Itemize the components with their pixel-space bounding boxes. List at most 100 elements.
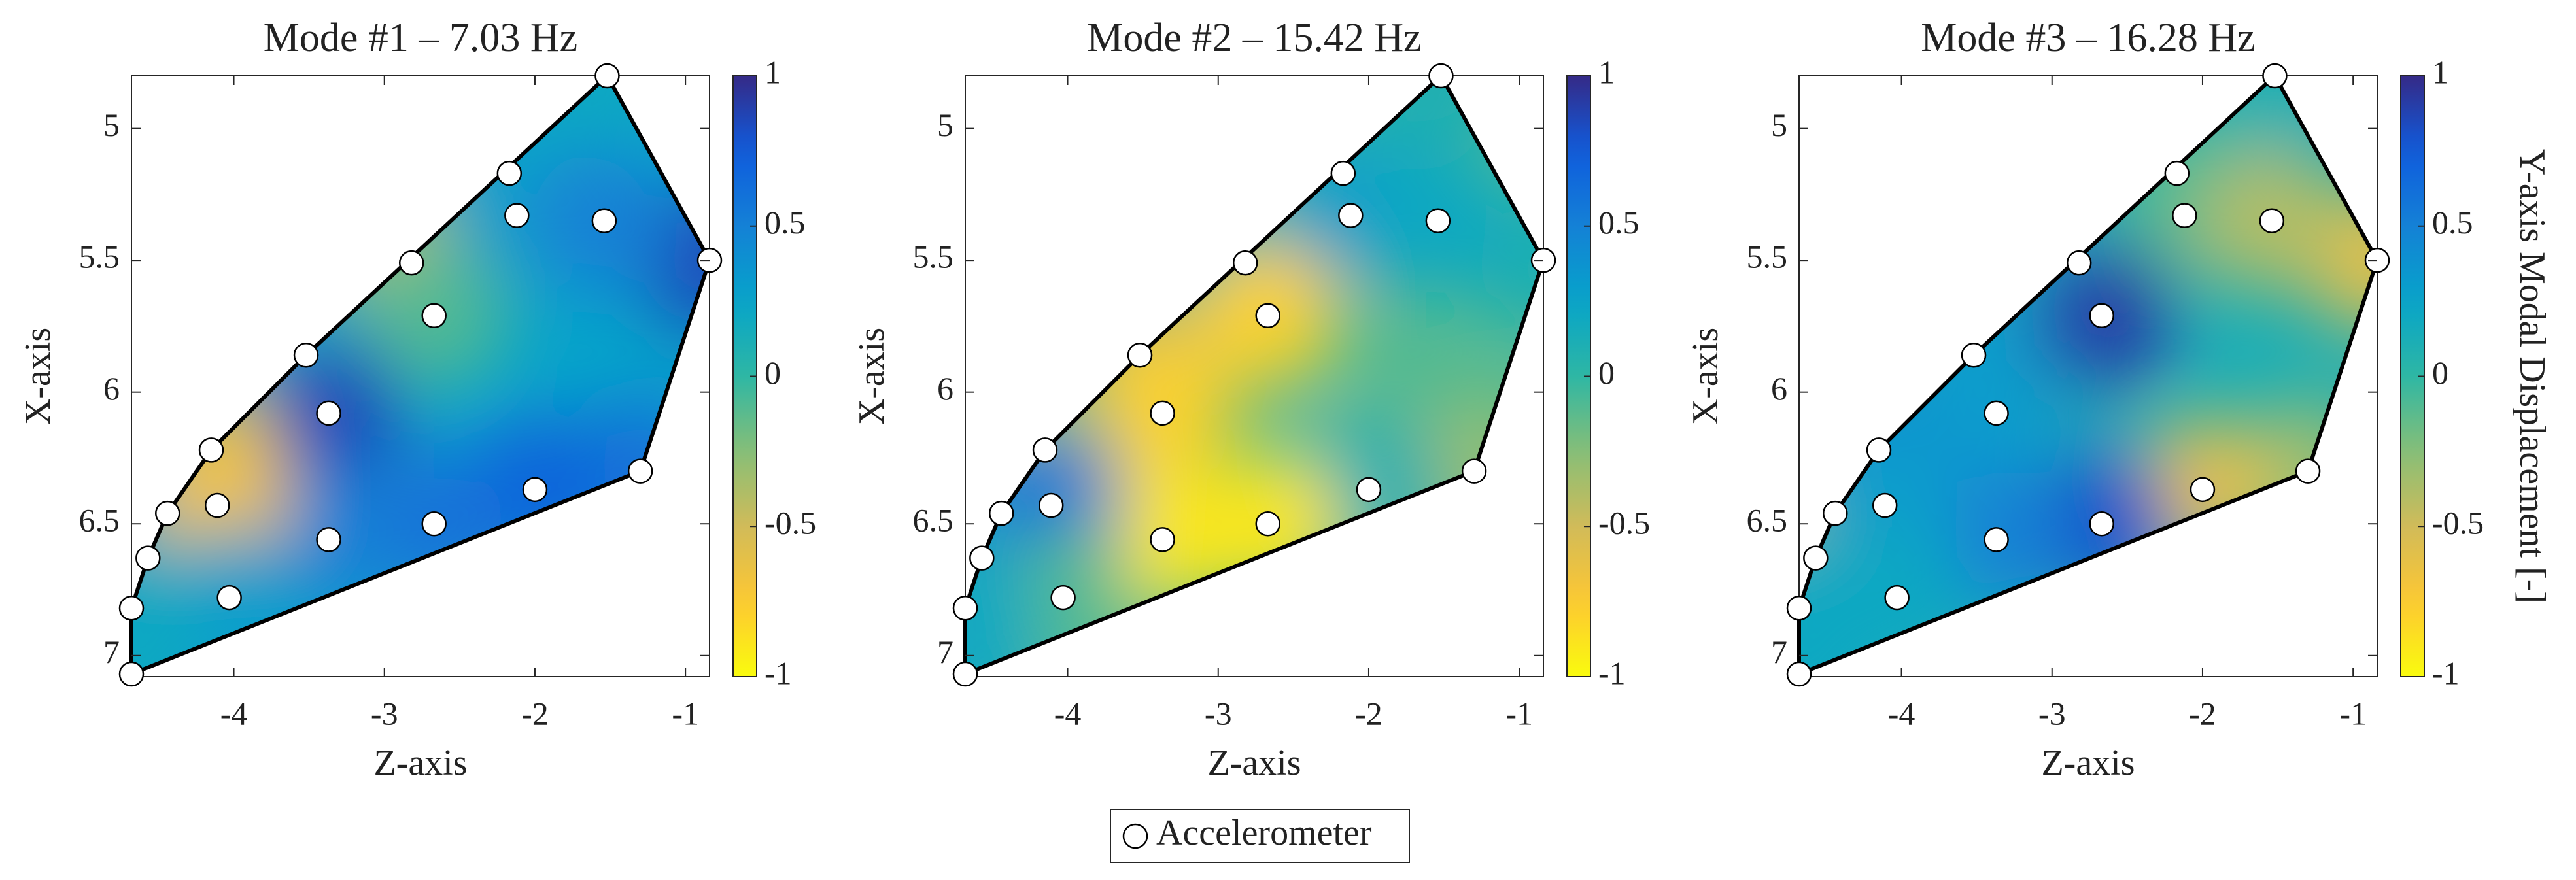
- accelerometer: [1803, 545, 1829, 571]
- accelerometer: [1356, 477, 1382, 503]
- accelerometer: [2164, 160, 2190, 186]
- accelerometer: [1038, 492, 1064, 518]
- accelerometer: [1786, 595, 1812, 621]
- y-tick-label: 6: [1771, 370, 1787, 407]
- accelerometer: [522, 477, 548, 503]
- colorbar-tick-label: -0.5: [2432, 505, 2484, 541]
- accelerometer: [293, 343, 319, 368]
- accelerometer: [1823, 500, 1848, 526]
- legend-box: [1110, 809, 1410, 863]
- x-tick-label: -1: [2339, 695, 2367, 732]
- colorbar-tick-label: 0.5: [2432, 204, 2473, 241]
- accelerometer: [316, 400, 341, 426]
- accelerometer: [1461, 458, 1487, 484]
- panel-title: Mode #2 – 15.42 Hz: [1087, 16, 1421, 60]
- accelerometer: [504, 203, 530, 228]
- panel-title: Mode #3 – 16.28 Hz: [1921, 16, 2255, 60]
- accelerometer: [627, 458, 653, 484]
- colorbar-tick-label: 1: [1598, 54, 1615, 90]
- colorbar-tick-label: 0: [2432, 354, 2448, 391]
- accelerometer: [204, 492, 230, 518]
- x-tick-label: -3: [1205, 695, 1232, 732]
- accelerometer: [135, 545, 161, 571]
- accelerometer: [594, 63, 620, 89]
- legend: Accelerometer: [1110, 809, 1410, 863]
- x-tick-label: -4: [220, 695, 248, 732]
- accelerometer: [2066, 250, 2092, 276]
- accelerometer: [1150, 527, 1175, 552]
- axes-box: [1798, 75, 2378, 677]
- colorbar-tick-label: -0.5: [764, 505, 816, 541]
- accelerometer: [1232, 250, 1258, 276]
- accelerometer: [118, 595, 145, 621]
- colorbar-tick-label: -0.5: [1598, 505, 1650, 541]
- y-tick-label: 7: [1771, 634, 1787, 670]
- field-blob: [965, 601, 1037, 674]
- accelerometer: [198, 437, 224, 463]
- x-axis-label: Z-axis: [1207, 743, 1301, 783]
- colorbar-tick-label: -1: [2432, 654, 2460, 691]
- accelerometer: [496, 160, 523, 186]
- accelerometer: [118, 661, 145, 687]
- accelerometer: [1150, 400, 1175, 426]
- accelerometer: [1330, 160, 1356, 186]
- x-tick-label: -4: [1888, 695, 1915, 732]
- colorbar-tick-label: -1: [1598, 654, 1626, 691]
- accelerometer: [1127, 343, 1153, 368]
- boundary: [1797, 74, 2379, 676]
- y-axis-label: X-axis: [18, 328, 58, 425]
- boundary: [963, 74, 1545, 676]
- panel: Mode #3 – 16.28 Hz Z-axis X-axis -4 -3 -2 -1 5 5…: [1685, 16, 2552, 783]
- accelerometer: [1984, 527, 2009, 552]
- legend-marker: [1122, 823, 1148, 849]
- accelerometer: [1872, 492, 1898, 518]
- x-axis-label: Z-axis: [373, 743, 467, 783]
- accelerometer: [952, 661, 978, 687]
- accelerometer: [2259, 208, 2285, 233]
- field-blob: [131, 601, 203, 674]
- accelerometer: [1884, 584, 1910, 611]
- x-tick-label: -2: [1355, 695, 1382, 732]
- x-tick-label: -3: [371, 695, 398, 732]
- accelerometer: [969, 545, 995, 571]
- accelerometer: [1255, 303, 1280, 329]
- accelerometer: [1984, 400, 2009, 426]
- y-tick-label: 7: [937, 634, 953, 670]
- y-axis-label: X-axis: [851, 328, 892, 425]
- axes-box: [965, 75, 1544, 677]
- legend-label: Accelerometer: [1156, 813, 1372, 853]
- y-tick-label: 6: [937, 370, 953, 407]
- y-tick-label: 5.5: [79, 239, 120, 275]
- accelerometer: [591, 208, 617, 233]
- accelerometer: [2190, 477, 2216, 503]
- x-tick-label: -4: [1054, 695, 1082, 732]
- accelerometer: [216, 584, 242, 611]
- accelerometer: [1786, 661, 1812, 687]
- accelerometer: [1255, 511, 1280, 537]
- accelerometer: [398, 250, 424, 276]
- panel-title: Mode #1 – 7.03 Hz: [264, 16, 577, 60]
- colorbar-label: Y-axis Modal Displacement [-]: [2512, 149, 2552, 603]
- y-tick-label: 5.5: [1747, 239, 1788, 275]
- y-tick-label: 5: [937, 107, 953, 143]
- panel: Mode #2 – 15.42 Hz Z-axis X-axis -4 -3 -2 -1 5 5…: [851, 16, 1650, 783]
- accelerometer: [2262, 63, 2288, 89]
- accelerometer: [1866, 437, 1892, 463]
- y-axis-label: X-axis: [1685, 328, 1726, 425]
- accelerometer: [1032, 437, 1058, 463]
- accelerometer: [952, 595, 978, 621]
- y-tick-label: 5: [1771, 107, 1787, 143]
- x-axis-label: Z-axis: [2041, 743, 2135, 783]
- colorbar-tick-label: 0: [764, 354, 781, 391]
- accelerometer: [421, 303, 447, 329]
- axes-box: [131, 75, 710, 677]
- y-tick-label: 6.5: [1747, 502, 1788, 539]
- y-tick-label: 6: [103, 370, 120, 407]
- colorbar-tick-label: 0.5: [1598, 204, 1640, 241]
- accelerometer: [1428, 63, 1454, 89]
- x-tick-label: -3: [2038, 695, 2066, 732]
- y-tick-label: 6.5: [913, 502, 954, 539]
- field-blob: [1799, 601, 1871, 674]
- accelerometer: [421, 511, 447, 537]
- colorbar-tick-label: 1: [764, 54, 781, 90]
